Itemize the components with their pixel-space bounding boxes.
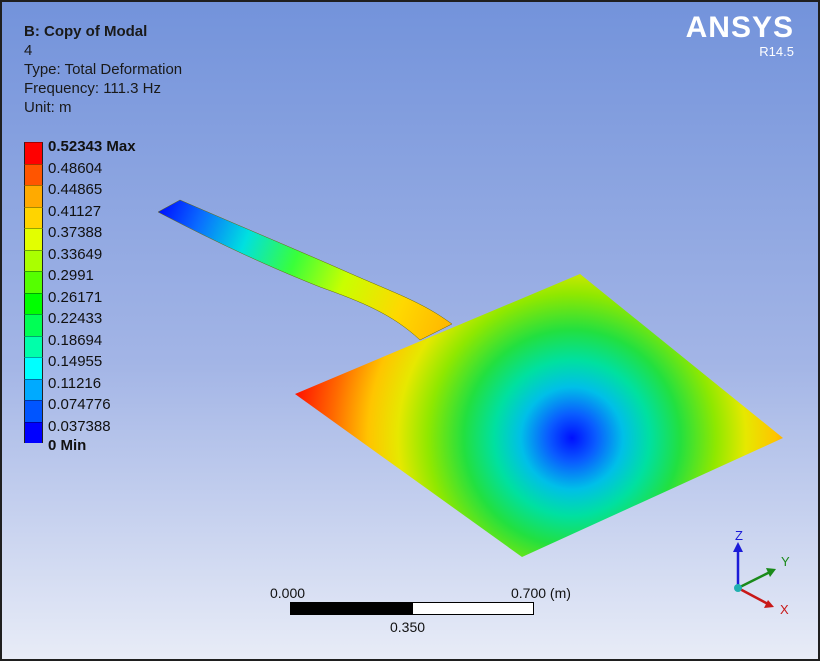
y-arrow-icon (766, 568, 776, 577)
axis-triad[interactable]: Z Y X (702, 522, 802, 622)
legend-swatch (24, 228, 43, 250)
result-unit: Unit: m (24, 99, 72, 116)
x-axis-label: X (780, 602, 789, 617)
x-arrow-icon (764, 600, 774, 608)
legend-swatch (24, 378, 43, 400)
legend-swatch (24, 400, 43, 422)
legend-swatch (24, 142, 43, 164)
analysis-title: B: Copy of Modal (24, 23, 148, 40)
brand-version: R14.5 (759, 44, 794, 59)
legend-tick-label: 0.14955 (48, 353, 103, 370)
legend-swatch (24, 421, 43, 443)
z-axis-label: Z (735, 528, 743, 543)
result-info: B: Copy of Modal 4 Type: Total Deformati… (24, 22, 182, 117)
brand-name: ANSYS (685, 11, 794, 44)
y-axis-label: Y (781, 554, 790, 569)
triad-origin (734, 584, 742, 592)
legend-swatch (24, 206, 43, 228)
legend-max-label: 0.52343 Max (48, 138, 136, 155)
legend-tick-label: 0.44865 (48, 181, 103, 198)
legend-tick-label: 0.074776 (48, 396, 111, 413)
z-arrow-icon (733, 542, 743, 552)
x-axis-line (737, 586, 769, 606)
legend-tick-label: 0.41127 (48, 202, 102, 220)
legend-swatch (24, 357, 43, 379)
legend-swatch (24, 292, 43, 314)
legend-tick-label: 0.2991 (48, 267, 94, 284)
legend-swatch (24, 249, 43, 271)
result-type: Type: Total Deformation (24, 61, 183, 78)
legend-tick-label: 0.037388 (48, 417, 111, 435)
y-axis-line (737, 570, 771, 590)
legend-tick-label: 0.48604 (48, 159, 103, 177)
legend-swatch (24, 185, 43, 207)
result-frequency: Frequency: 111.3 Hz (24, 80, 162, 97)
legend-tick-label: 0.37388 (48, 224, 103, 241)
ansys-logo: ANSYS R14.5 (686, 12, 794, 60)
legend-min-label: 0 Min (48, 437, 87, 454)
plate-surface (295, 274, 783, 557)
legend-swatch (24, 163, 43, 185)
legend-swatch (24, 314, 43, 336)
legend-swatch (24, 271, 43, 293)
legend-tick-label: 0.33649 (48, 245, 103, 263)
legend-tick-label: 0.18694 (48, 331, 103, 349)
legend-tick-label: 0.22433 (48, 310, 103, 327)
legend-tick-label: 0.26171 (48, 288, 103, 306)
mode-number: 4 (24, 42, 33, 59)
cantilever-beam (157, 199, 453, 341)
legend-swatch (24, 335, 43, 357)
legend-tick-label: 0.11216 (48, 374, 102, 392)
